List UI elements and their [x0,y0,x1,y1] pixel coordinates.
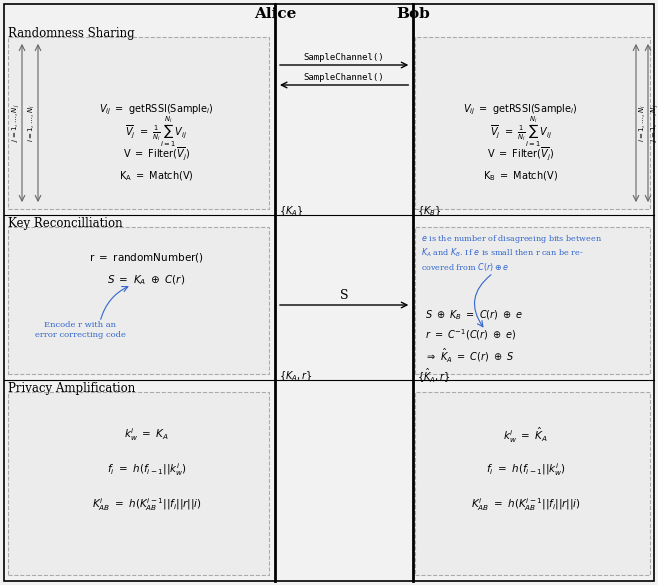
Text: $K_{AB}^i\ =\ h(K_{AB}^{i-1}||f_i||r||i)$: $K_{AB}^i\ =\ h(K_{AB}^{i-1}||f_i||r||i)… [91,497,201,514]
Text: $\{K_B\}$: $\{K_B\}$ [417,204,442,218]
Text: SampleChannel(): SampleChannel() [304,53,384,62]
Bar [8,392,269,575]
Bar [415,227,650,374]
Bar [415,392,650,575]
Text: $\overline{V}_j\ =\ \frac{1}{N_i}\sum_{i=1}^{N_i} V_{ij}$: $\overline{V}_j\ =\ \frac{1}{N_i}\sum_{i… [490,115,551,149]
Text: Randomness Sharing: Randomness Sharing [8,27,135,40]
Text: $\mathsf{r\ =\ randomNumber()}$: $\mathsf{r\ =\ randomNumber()}$ [89,250,204,263]
Text: $\{\hat{K}_A, r\}$: $\{\hat{K}_A, r\}$ [417,367,451,385]
Text: $S\ \oplus\ K_B\ =\ C(r)\ \oplus\ e$: $S\ \oplus\ K_B\ =\ C(r)\ \oplus\ e$ [425,308,524,322]
Text: $i=1,\ldots,N_i$: $i=1,\ldots,N_i$ [27,104,37,142]
Text: $\Rightarrow\ \hat{K}_A\ =\ C(r)\ \oplus\ S$: $\Rightarrow\ \hat{K}_A\ =\ C(r)\ \oplus… [425,346,515,364]
Text: $\mathsf{V\ =\ Filter(}\overline{V}_j\mathsf{)}$: $\mathsf{V\ =\ Filter(}\overline{V}_j\ma… [123,146,190,163]
Text: $j=1,\ldots,N_j$: $j=1,\ldots,N_j$ [11,104,22,142]
Text: $\{K_A\}$: $\{K_A\}$ [279,204,303,218]
Bar [8,37,269,209]
Text: $\mathsf{K_A\ =\ Match(V)}$: $\mathsf{K_A\ =\ Match(V)}$ [119,169,194,183]
Text: Key Reconcilliation: Key Reconcilliation [8,217,122,230]
Text: SampleChannel(): SampleChannel() [304,73,384,82]
Text: $\{K_A, r\}$: $\{K_A, r\}$ [279,369,313,383]
Text: $V_{ij}\ =\ \mathsf{getRSSI(Sample}_i\mathsf{)}$: $V_{ij}\ =\ \mathsf{getRSSI(Sample}_i\ma… [463,103,578,117]
Text: Alice: Alice [254,7,296,21]
Text: $\overline{V}_j\ =\ \frac{1}{N_i}\sum_{i=1}^{N_i} V_{ij}$: $\overline{V}_j\ =\ \frac{1}{N_i}\sum_{i… [126,115,188,149]
Text: $r\ =\ C^{-1}(C(r)\ \oplus\ e)$: $r\ =\ C^{-1}(C(r)\ \oplus\ e)$ [425,328,517,342]
Text: Privacy Amplification: Privacy Amplification [8,382,136,395]
Bar [8,227,269,374]
Text: $S\ =\ K_A\ \oplus\ C(r)$: $S\ =\ K_A\ \oplus\ C(r)$ [107,273,186,287]
Text: $\mathsf{V\ =\ Filter(}\overline{V}_j\mathsf{)}$: $\mathsf{V\ =\ Filter(}\overline{V}_j\ma… [487,146,555,163]
Text: $V_{ij}\ =\ \mathsf{getRSSI(Sample}_i\mathsf{)}$: $V_{ij}\ =\ \mathsf{getRSSI(Sample}_i\ma… [99,103,214,117]
Text: $\mathsf{K_B\ =\ Match(V)}$: $\mathsf{K_B\ =\ Match(V)}$ [483,169,558,183]
Text: S: S [340,289,348,302]
Text: $e$ is the number of disagreeing bits between
$K_A$ and $K_B$. If $e$ is small t: $e$ is the number of disagreeing bits be… [421,233,602,273]
Text: $k_w^i\ =\ \hat{K}_A$: $k_w^i\ =\ \hat{K}_A$ [503,425,548,445]
Text: $K_{AB}^i\ =\ h(K_{AB}^{i-1}||f_i||r||i)$: $K_{AB}^i\ =\ h(K_{AB}^{i-1}||f_i||r||i)… [470,497,580,514]
Text: $f_i\ =\ h(f_{i-1}||k_w^i)$: $f_i\ =\ h(f_{i-1}||k_w^i)$ [107,462,186,479]
Text: $k_w^i\ =\ K_A$: $k_w^i\ =\ K_A$ [124,426,169,443]
Text: Encode r with an
error correcting code: Encode r with an error correcting code [35,321,126,339]
Text: $f_i\ =\ h(f_{i-1}||k_w^i)$: $f_i\ =\ h(f_{i-1}||k_w^i)$ [486,462,566,479]
Text: $j=1,\ldots,N_j$: $j=1,\ldots,N_j$ [649,104,658,142]
Text: Bob: Bob [396,7,430,21]
Bar [415,37,650,209]
Text: $i=1,\ldots,N_i$: $i=1,\ldots,N_i$ [638,104,648,142]
